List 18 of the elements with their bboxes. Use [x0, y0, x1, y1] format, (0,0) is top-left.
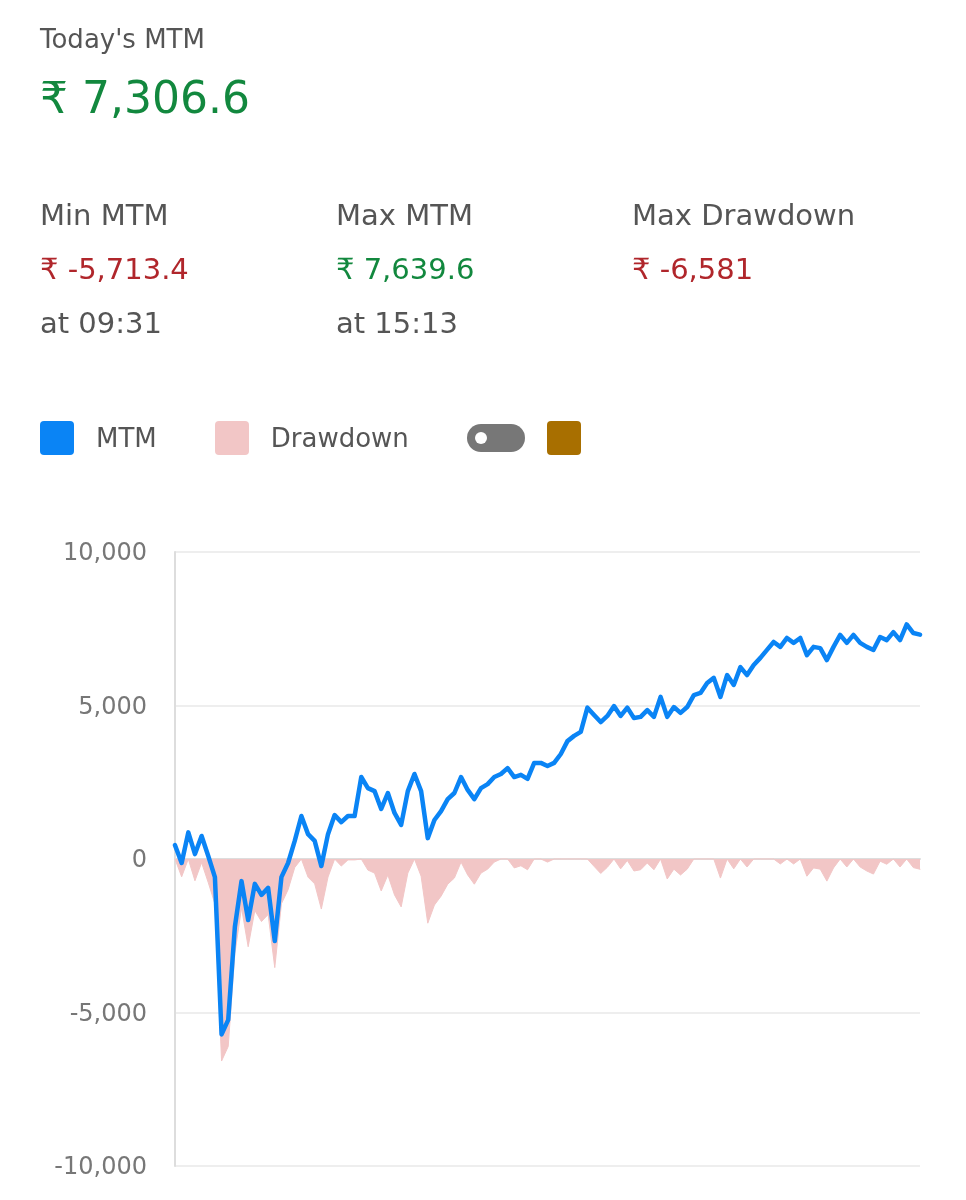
chart-subtitle: ₹ 7,306.6	[40, 72, 250, 123]
y-tick-label: -10,000	[54, 1152, 147, 1180]
legend-label: MTM	[96, 423, 157, 453]
chart-title: Today's MTM	[40, 24, 206, 54]
text: ₹ -5,713.4	[40, 252, 189, 286]
text: at 15:13	[336, 306, 458, 340]
text: Min MTM	[40, 198, 169, 232]
y-tick-label: -5,000	[69, 998, 147, 1027]
text: at 09:31	[40, 306, 162, 340]
y-tick-label: 10,000	[63, 538, 147, 566]
legend-label: Drawdown	[270, 423, 409, 453]
y-tick-label: 0	[131, 845, 147, 873]
text: ₹ -6,581	[632, 252, 754, 286]
y-tick-label: 5,000	[78, 691, 147, 720]
text: Max Drawdown	[632, 198, 856, 232]
text: Max MTM	[336, 198, 473, 232]
text: ₹ 7,639.6	[336, 252, 475, 286]
line-series	[172, 622, 923, 1037]
